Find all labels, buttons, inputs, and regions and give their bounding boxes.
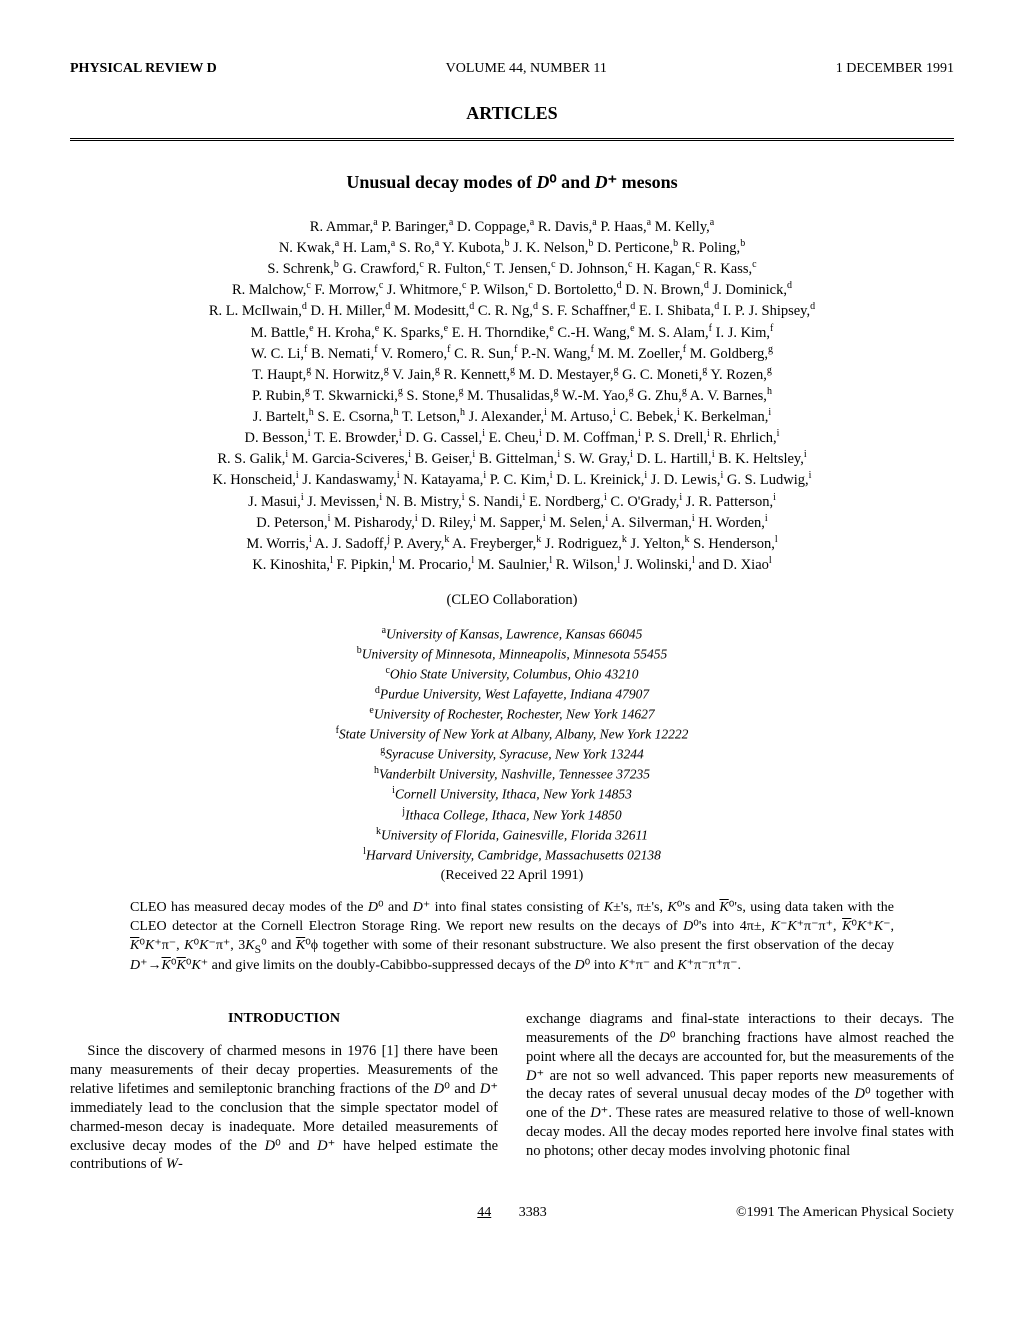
author-list: R. Ammar,a P. Baringer,a D. Coppage,a R.…	[90, 216, 934, 575]
affiliation-list: aUniversity of Kansas, Lawrence, Kansas …	[70, 624, 954, 865]
left-column: INTRODUCTION Since the discovery of char…	[70, 1010, 498, 1174]
footer-copyright: ©1991 The American Physical Society	[736, 1204, 954, 1222]
introduction-heading: INTRODUCTION	[70, 1010, 498, 1028]
footer-volume: 44	[477, 1205, 491, 1220]
page-header: PHYSICAL REVIEW D VOLUME 44, NUMBER 11 1…	[70, 60, 954, 78]
horizontal-rule	[70, 138, 954, 141]
received-date: (Received 22 April 1991)	[70, 867, 954, 885]
article-title: Unusual decay modes of D⁰ and D⁺ mesons	[70, 171, 954, 194]
body-columns: INTRODUCTION Since the discovery of char…	[70, 1010, 954, 1174]
abstract-text: CLEO has measured decay modes of the D⁰ …	[130, 899, 894, 976]
issue-date: 1 DECEMBER 1991	[836, 60, 954, 78]
collaboration-name: (CLEO Collaboration)	[70, 591, 954, 610]
footer-page-info: 44 3383	[477, 1204, 547, 1222]
intro-paragraph-right: exchange diagrams and final-state intera…	[526, 1010, 954, 1161]
intro-paragraph-left: Since the discovery of charmed mesons in…	[70, 1042, 498, 1174]
footer-page-number: 3383	[519, 1205, 547, 1220]
page-footer: 44 3383 ©1991 The American Physical Soci…	[70, 1204, 954, 1222]
section-label: ARTICLES	[70, 102, 954, 125]
journal-name: PHYSICAL REVIEW D	[70, 60, 217, 78]
right-column: exchange diagrams and final-state intera…	[526, 1010, 954, 1174]
volume-number: VOLUME 44, NUMBER 11	[446, 60, 607, 78]
